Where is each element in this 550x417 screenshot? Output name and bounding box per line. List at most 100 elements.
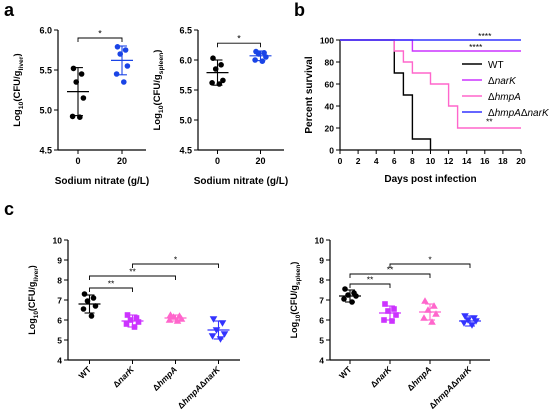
x-tick-label: 12 [444,156,454,166]
gene-name: hmpA [495,108,521,119]
series-2 [419,297,441,325]
x-tick-label: ΔnarK [111,364,137,390]
y-tick-label: 6.0 [179,56,192,66]
data-point [220,77,226,84]
delta-symbol: Δ [488,76,495,87]
series-2 [164,311,187,324]
gene-name: narK [528,108,550,119]
y-tick-label: 5.5 [179,86,192,96]
data-point [124,63,131,69]
y-tick-label: 9 [319,256,324,266]
chart-a_spleen: 4.5 5.0 5.5 6.0 6.5 0 20 * Sodium nitrate (g/L) L… [152,26,288,188]
significance-label: **** [478,31,492,41]
significance-bracket [77,37,123,42]
x-axis-label: Days post infection [384,174,476,185]
significance-bracket [349,283,391,288]
significance-label: * [98,29,102,39]
y-tick-label: 10 [53,236,63,246]
y-axis-label: Log10(CFU/gliver) [27,265,40,335]
delta-symbol: Δ [175,399,186,410]
data-point [80,95,87,101]
data-point [135,319,142,325]
significance-label: * [428,255,432,265]
series-3 [207,316,230,343]
x-tick-label: WT [337,364,354,381]
gene-name: hmpA [155,364,179,388]
x-tick-label: 0 [75,156,80,166]
y-label-subscript: 10 [295,314,302,322]
x-tick-label: 14 [462,156,472,166]
data-point [342,286,348,292]
y-tick-label: 7 [319,296,324,306]
series-0 [206,55,229,87]
data-point [220,331,229,338]
charts-layer: 4.55.05.56.00 20*Sodium nitrate (g/L)Log1… [12,26,550,411]
data-point [123,321,130,327]
y-tick-label: 4.5 [179,146,192,156]
data-point [133,315,140,321]
chart-c_liver: 45678910WTΔnarKΔhmpAΔhmpAΔnarK*****Log10… [27,236,240,411]
delta-symbol: Δ [488,92,495,103]
delta-symbol: Δ [197,378,208,389]
y-label-subscript: 10 [33,311,40,319]
survival-curve-2 [340,39,521,129]
data-point [70,65,77,72]
data-point [84,298,91,304]
x-tick-label: ΔnarK [368,364,394,390]
y-axis-label: Log10(CFU/gliver) [12,53,25,126]
y-label-subscript: liver [18,56,25,70]
x-tick-label: 0 [338,156,343,166]
significance-label: * [237,34,241,44]
x-tick-label: 8 [410,156,415,166]
data-point [381,317,387,323]
data-point [80,306,87,312]
y-label-main: (CFU/g [289,285,299,315]
data-point [114,44,121,50]
y-tick-label: 5 [319,336,324,346]
y-label-main: (CFU/g [27,282,37,312]
gene-name: hmpA [495,92,521,103]
data-point [460,320,468,327]
delta-symbol: Δ [368,378,379,389]
series-0 [339,286,361,305]
delta-symbol: Δ [405,381,416,392]
y-label-subscript: liver [33,268,40,282]
chart-a_liver: 4.5 5.0 5.5 6.0 0 20 * Sodium nitrate (g/L) Log1… [12,26,149,188]
y-tick-label: 100 [320,36,334,46]
data-point [461,313,469,320]
data-point [78,71,85,77]
chart-c_spleen: 45678910WTΔnarKΔhmpAΔhmpAΔnarK*****Log10… [289,236,490,411]
x-tick-label: 16 [480,156,490,166]
y-tick-label: 5 [57,336,62,346]
y-tick-label: 9 [57,256,62,266]
data-point [430,302,438,309]
significance-bracket [349,273,431,278]
x-axis-label: Sodium nitrate (g/L) [55,176,149,187]
data-point [428,318,436,325]
x-tick-label: ΔhmpA [150,364,178,392]
y-tick-label: 0 [329,146,334,156]
series-1 [121,312,144,330]
y-tick-label: 6 [57,316,62,326]
series-0 [78,291,101,319]
y-tick-label: 6.5 [179,26,192,36]
data-point [389,318,395,324]
data-point [113,71,120,77]
y-label-prefix: Log [289,322,299,339]
y-tick-label: 5.0 [39,106,52,116]
data-point [391,306,397,312]
x-tick-label: 4 [374,156,379,166]
y-label-prefix: Log [27,318,37,335]
survival-curve-0 [340,39,432,150]
x-tick-label: 18 [498,156,508,166]
data-point [88,313,95,319]
y-tick-label: 8 [319,276,324,286]
data-point [420,314,428,321]
x-tick-label: 20 [255,156,265,166]
y-tick-label: 4.5 [39,146,52,156]
y-axis-label: Log10(CFU/gspleen) [152,50,165,131]
x-tick-label: 6 [392,156,397,166]
delta-symbol: Δ [111,378,122,389]
data-point [218,320,227,327]
